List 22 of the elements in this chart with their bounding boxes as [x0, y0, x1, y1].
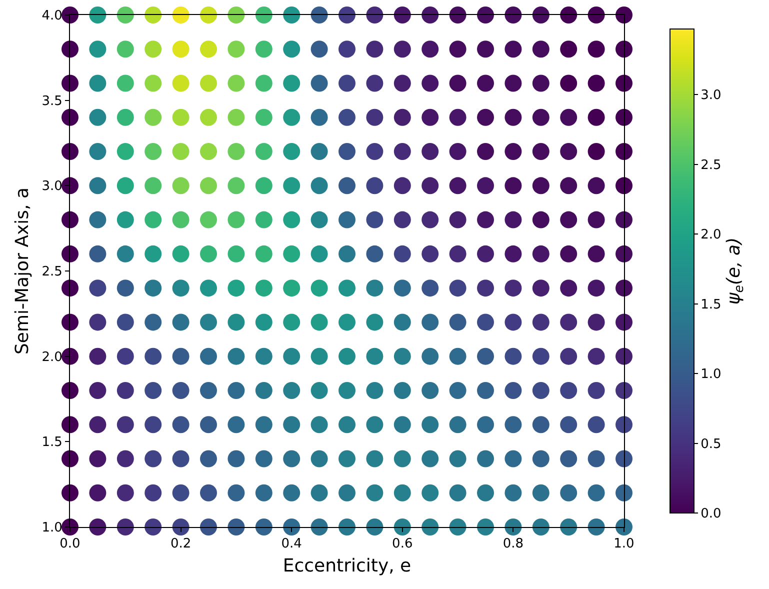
x-tick-label: 0.8 — [502, 536, 524, 552]
x-tick-label: 0.0 — [60, 536, 80, 552]
y-tick-label: 1.0 — [42, 520, 62, 536]
color-bar-label: 2.0 — [700, 228, 722, 243]
x-tick-label: 0.6 — [392, 536, 413, 552]
color-bar-label: 0.0 — [700, 506, 722, 522]
color-bar-label: 2.5 — [700, 158, 722, 173]
color-bar-label: 3.0 — [700, 88, 722, 104]
x-tick-label: 1.0 — [614, 536, 634, 552]
y-tick-label: 3.0 — [42, 179, 62, 194]
y-axis-title: Semi-Major Axis, a — [12, 187, 33, 355]
x-axis-title: Eccentricity, e — [282, 556, 412, 577]
y-tick-label: 2.0 — [42, 350, 62, 365]
y-tick-label: 1.5 — [42, 435, 62, 450]
y-tick-label: 4.0 — [42, 8, 62, 24]
x-tick-label: 0.4 — [281, 536, 302, 552]
color-bar-label: 1.0 — [700, 367, 722, 382]
x-tick-label: 0.2 — [170, 536, 192, 552]
y-tick-label: 2.5 — [42, 264, 62, 280]
color-bar-label: 0.5 — [700, 436, 722, 452]
y-tick-label: 3.5 — [42, 94, 62, 109]
color-bar-label: 1.5 — [700, 297, 722, 312]
